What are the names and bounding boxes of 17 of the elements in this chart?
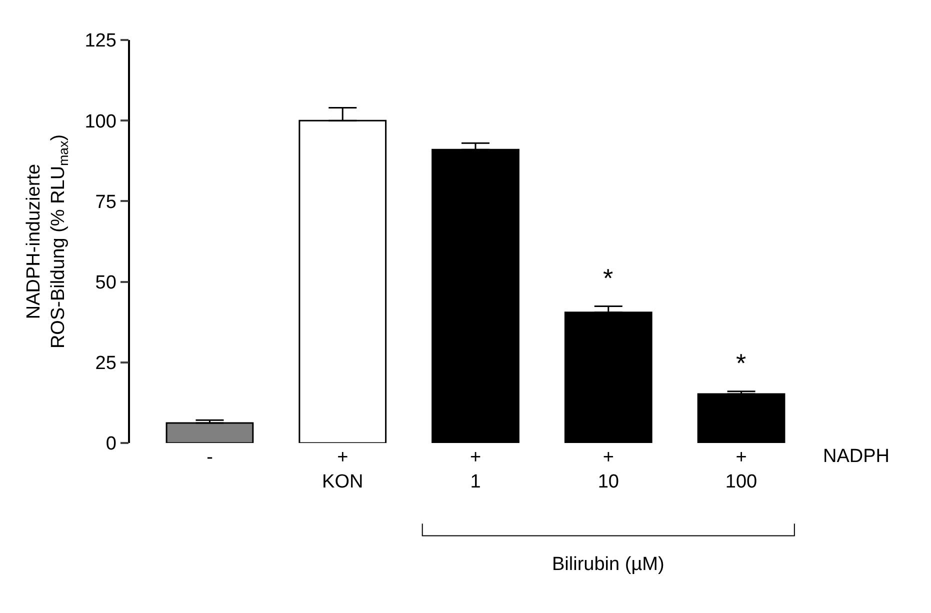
y-tick-label: 75 [95,192,116,213]
x-tick-label: + 1 [470,447,482,493]
bar [166,422,254,443]
x-tick-label: - [206,447,213,468]
annotation: * [603,263,614,293]
x-tick-label: + 100 [725,447,758,493]
y-tick-label: 100 [84,111,116,132]
bar [697,393,786,443]
y-tick-label: 125 [84,30,116,52]
x-tick-label: + 10 [598,447,619,493]
annotation: * [736,348,746,378]
y-tick-label: 25 [95,353,116,374]
text: Bilirubin (µM) [552,554,664,575]
text: NADPH [823,446,890,467]
y-tick-label: 50 [95,272,116,294]
x-tick-label: + KON [322,447,364,493]
y-tick-label: 0 [106,434,116,455]
